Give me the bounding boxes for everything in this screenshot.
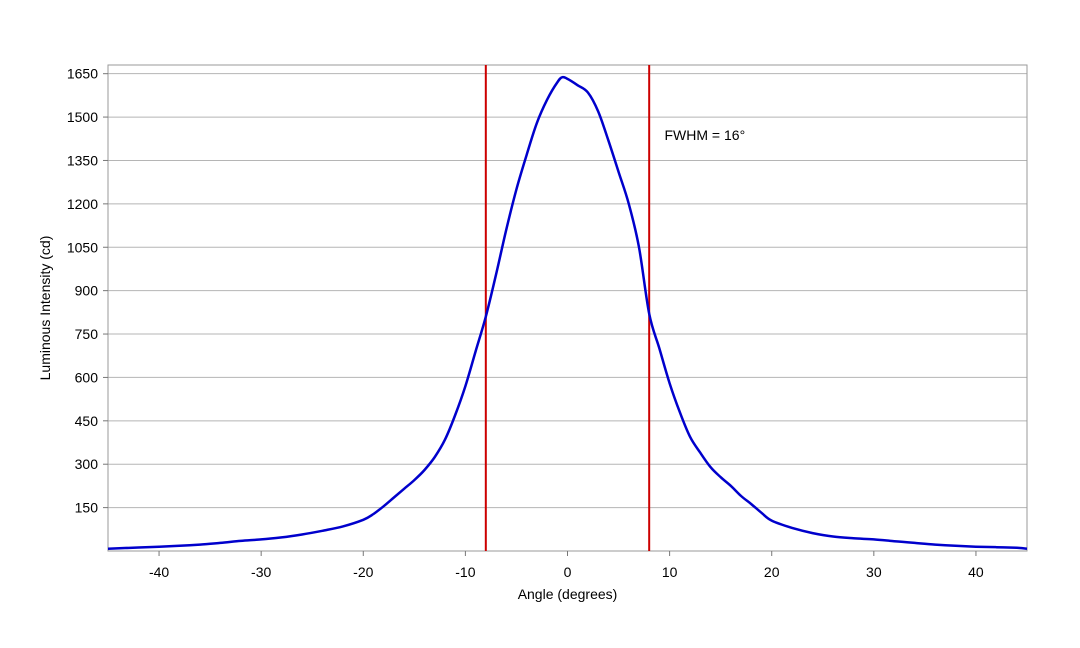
x-tick-label: 30 bbox=[866, 564, 882, 580]
plot-area-frame bbox=[107, 64, 1028, 552]
y-tick-label: 750 bbox=[75, 326, 99, 342]
x-axis-label: Angle (degrees) bbox=[518, 586, 618, 602]
y-tick-label: 450 bbox=[75, 413, 99, 429]
y-tick-label: 1350 bbox=[67, 152, 98, 168]
x-tick-label: 0 bbox=[564, 564, 572, 580]
y-tick-label: 150 bbox=[75, 500, 99, 516]
y-tick-label: 1500 bbox=[67, 109, 98, 125]
y-tick-label: 1650 bbox=[67, 66, 98, 82]
y-tick-label: 600 bbox=[75, 369, 99, 385]
y-tick-label: 300 bbox=[75, 456, 99, 472]
x-tick-label: -20 bbox=[353, 564, 373, 580]
x-tick-label: 10 bbox=[662, 564, 678, 580]
x-tick-label: -10 bbox=[455, 564, 475, 580]
annotations: FWHM = 16° bbox=[665, 127, 746, 143]
x-tick-label: 40 bbox=[968, 564, 984, 580]
fwhm-markers bbox=[484, 65, 651, 551]
y-tick-label: 1200 bbox=[67, 196, 98, 212]
x-axis-ticks: -40 -30 -20 -10 0 10 20 30 40 bbox=[149, 551, 984, 580]
y-axis-ticks: 150 300 450 600 750 900 1050 1200 1350 1500 1650 bbox=[67, 66, 108, 516]
intensity-series-line bbox=[107, 75, 1028, 550]
x-tick-label: -30 bbox=[251, 564, 271, 580]
grid-lines bbox=[108, 73, 1027, 552]
x-tick-label: 20 bbox=[764, 564, 780, 580]
x-tick-label: -40 bbox=[149, 564, 169, 580]
fwhm-annotation: FWHM = 16° bbox=[665, 127, 746, 143]
y-tick-label: 900 bbox=[75, 283, 99, 299]
y-tick-label: 1050 bbox=[67, 239, 98, 255]
y-axis-label: Luminous Intensity (cd) bbox=[37, 236, 53, 381]
series-group bbox=[107, 75, 1028, 550]
